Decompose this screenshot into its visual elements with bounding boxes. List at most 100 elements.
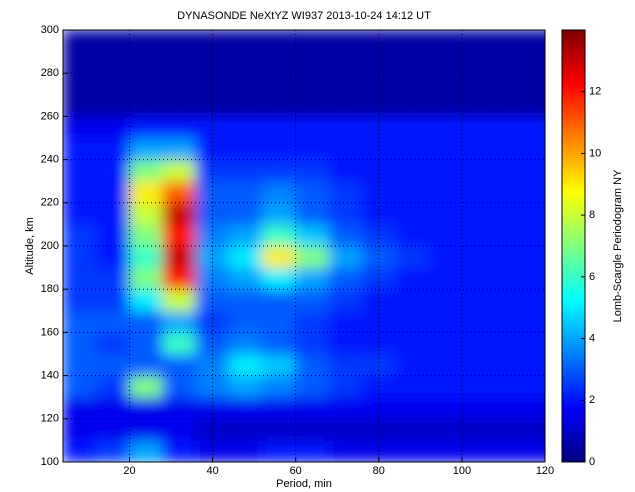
heatmap-cell xyxy=(394,396,430,420)
heatmap-cell xyxy=(261,353,297,377)
heatmap-cell xyxy=(361,202,396,225)
heatmap-cell xyxy=(128,115,164,139)
heatmap-cell xyxy=(195,94,230,117)
heatmap-cell xyxy=(95,331,130,355)
heatmap-cell xyxy=(461,115,496,139)
heatmap-cell xyxy=(494,223,529,247)
y-tick-label: 200 xyxy=(41,240,59,252)
heatmap-cell xyxy=(461,51,496,74)
heatmap-cell xyxy=(261,331,297,355)
heatmap-cell xyxy=(361,245,396,269)
x-tick-label: 60 xyxy=(290,465,302,477)
heatmap-cell xyxy=(527,375,545,398)
heatmap-cell xyxy=(328,180,363,204)
heatmap-cell xyxy=(261,159,297,182)
heatmap-cell xyxy=(328,115,363,139)
heatmap-cell xyxy=(461,137,496,161)
heatmap-cell xyxy=(295,223,330,247)
heatmap-cell xyxy=(63,202,97,225)
heatmap-cell xyxy=(527,353,545,377)
colorbar xyxy=(561,29,586,463)
heatmap-cell xyxy=(261,51,297,74)
heatmap-cell xyxy=(95,375,130,398)
heatmap-cell xyxy=(428,137,463,161)
heatmap-cell xyxy=(328,51,363,74)
heatmap-cell xyxy=(295,288,330,312)
y-tick-label: 300 xyxy=(41,24,59,36)
y-tick-label: 220 xyxy=(41,197,59,209)
heatmap-cell xyxy=(162,310,197,333)
heatmap-cell xyxy=(128,137,164,161)
heatmap-cell xyxy=(162,137,197,161)
heatmap-cell xyxy=(228,223,263,247)
heatmap-cell xyxy=(162,180,197,204)
heatmap-cell xyxy=(195,115,230,139)
heatmap-cell xyxy=(527,310,545,333)
heatmap-cell xyxy=(527,180,545,204)
heatmap-cell xyxy=(428,396,463,420)
heatmap-cell xyxy=(261,375,297,398)
heatmap-cell xyxy=(128,353,164,377)
heatmap-cell xyxy=(428,51,463,74)
heatmap-cell xyxy=(295,30,330,53)
heatmap-cell xyxy=(328,353,363,377)
heatmap-cell xyxy=(428,180,463,204)
heatmap-cell xyxy=(128,94,164,117)
heatmap-cell xyxy=(228,439,263,462)
heatmap-cell xyxy=(461,180,496,204)
heatmap-cell xyxy=(494,418,529,441)
heatmap-cell xyxy=(261,137,297,161)
heatmap-cell xyxy=(394,418,430,441)
colorbar-tick-label: 6 xyxy=(589,271,595,283)
heatmap-cell xyxy=(162,331,197,355)
heatmap-cell xyxy=(162,51,197,74)
heatmap-cell xyxy=(328,331,363,355)
heatmap-cell xyxy=(228,375,263,398)
heatmap-cell xyxy=(527,115,545,139)
heatmap-cell xyxy=(95,159,130,182)
heatmap-cell xyxy=(63,137,97,161)
x-tick-label: 80 xyxy=(373,465,385,477)
heatmap-cell xyxy=(128,267,164,290)
heatmap-cell xyxy=(128,288,164,312)
heatmap-cell xyxy=(494,159,529,182)
heatmap-cell xyxy=(162,267,197,290)
heatmap-cell xyxy=(527,137,545,161)
heatmap-cell xyxy=(494,137,529,161)
heatmap-cell xyxy=(394,137,430,161)
heatmap-cell xyxy=(261,439,297,462)
heatmap-cell xyxy=(328,223,363,247)
heatmap-cell xyxy=(527,396,545,420)
heatmap-cell xyxy=(494,245,529,269)
heatmap-cell xyxy=(128,396,164,420)
heatmap-cell xyxy=(394,331,430,355)
heatmap-cell xyxy=(461,245,496,269)
heatmap-cell xyxy=(461,72,496,96)
heatmap-cell xyxy=(527,439,545,462)
heatmap-cell xyxy=(295,202,330,225)
heatmap-cell xyxy=(527,267,545,290)
heatmap-cell xyxy=(361,223,396,247)
heatmap-cell xyxy=(195,223,230,247)
heatmap-cell xyxy=(162,353,197,377)
heatmap-cell xyxy=(394,223,430,247)
heatmap-cell xyxy=(428,202,463,225)
heatmap-cell xyxy=(461,396,496,420)
heatmap-cell xyxy=(494,51,529,74)
heatmap-cell xyxy=(295,375,330,398)
heatmap-cell xyxy=(95,137,130,161)
heatmap-cell xyxy=(261,115,297,139)
heatmap-cell xyxy=(295,94,330,117)
heatmap-cell xyxy=(361,94,396,117)
heatmap-cell xyxy=(195,353,230,377)
heatmap-cell xyxy=(394,353,430,377)
heatmap-cell xyxy=(195,137,230,161)
x-tick-label: 20 xyxy=(123,465,135,477)
heatmap-cell xyxy=(461,353,496,377)
heatmap-cell xyxy=(295,353,330,377)
heatmap-cell xyxy=(162,375,197,398)
heatmap-cell xyxy=(162,439,197,462)
heatmap-cell xyxy=(428,245,463,269)
heatmap-cell xyxy=(295,180,330,204)
